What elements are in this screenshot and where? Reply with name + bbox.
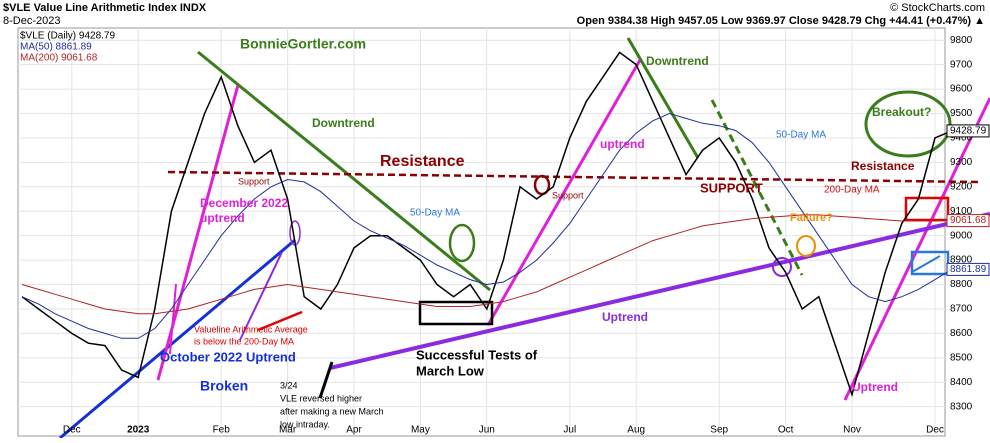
annotation: uptrend	[200, 211, 245, 225]
labels: 8300 8400 8500 8600 8700 8800 8900 9000 9100 9200…	[20, 31, 990, 436]
x-tick-label: Nov	[843, 425, 861, 436]
annotation: Successful Tests of	[416, 347, 538, 362]
annotation: SUPPORT	[700, 180, 763, 195]
annotation: Valueline Arithmetic Average	[194, 324, 308, 334]
plot-frame	[17, 27, 946, 437]
y-tick-label: 8800	[950, 279, 973, 290]
annotation: Breakout?	[872, 105, 931, 119]
trend-lines	[59, 37, 990, 440]
arrow	[239, 251, 283, 341]
annotation: is below the 200-Day MA	[194, 336, 294, 346]
legend-entry: $VLE (Daily) 9428.79	[20, 31, 115, 42]
y-tick-label: 8400	[950, 377, 973, 388]
arrow	[318, 361, 334, 399]
x-tick-label: May	[411, 425, 430, 436]
circle	[864, 90, 952, 158]
x-tick-label: 2023	[127, 425, 150, 436]
trend-line	[843, 97, 990, 401]
trend-line	[197, 50, 491, 292]
y-tick-label: 9700	[950, 59, 973, 70]
trend-line	[626, 37, 700, 159]
resistance-line	[167, 170, 981, 184]
chart-title: $VLE Value Line Arithmetic Index INDX	[3, 2, 207, 14]
y-tick-label: 8700	[950, 304, 973, 315]
y-tick-label: 8300	[950, 401, 973, 412]
arrow	[911, 255, 941, 273]
annotation: Uptrend	[852, 380, 898, 394]
legend-entry: MA(50) 8861.89	[20, 42, 92, 53]
end-tag	[946, 214, 990, 228]
end-label: 9428.79	[950, 126, 987, 137]
annotation: low intraday.	[280, 419, 330, 429]
x-tick-label: Jun	[479, 425, 495, 436]
trend-line	[486, 59, 642, 326]
box	[904, 196, 950, 222]
y-tick-label: 9400	[950, 133, 973, 144]
annotation: Resistance	[380, 153, 465, 170]
y-tick-label: 8600	[950, 328, 973, 339]
annotation: Uptrend	[602, 310, 648, 324]
x-tick-label: Aug	[627, 425, 645, 436]
series	[21, 51, 952, 398]
box	[418, 300, 494, 326]
x-tick-label: Feb	[213, 425, 231, 436]
end-label: 9061.68	[950, 215, 987, 226]
y-tick-label: 8500	[950, 352, 973, 363]
annotation: Support	[238, 176, 270, 186]
annotation: after making a new March	[280, 406, 384, 416]
y-tick-label: 9500	[950, 108, 973, 119]
arrow	[169, 283, 177, 355]
annotation: Broken	[200, 378, 248, 394]
annotation: March Low	[416, 363, 485, 378]
circle	[533, 174, 551, 196]
circle	[448, 223, 476, 263]
annotation: BonnieGortler.com	[240, 36, 366, 52]
annotation: Resistance	[851, 159, 915, 173]
annotation: 50-Day MA	[776, 130, 826, 141]
y-tick-label: 9300	[950, 157, 973, 168]
y-tick-label: 9200	[950, 181, 973, 192]
y-tick-label: 9800	[950, 35, 973, 46]
y-tick-label: 8900	[950, 255, 973, 266]
annotation: Support	[552, 190, 584, 200]
annotation: December 2022	[200, 196, 288, 210]
end-tag	[946, 124, 990, 138]
trend-line	[710, 99, 804, 276]
arrow	[257, 310, 303, 332]
x-tick-label: Dec	[926, 425, 944, 436]
circle	[772, 257, 792, 277]
y-tick-label: 9000	[950, 230, 973, 241]
x-tick-label: Dec	[63, 425, 81, 436]
x-tick-label: Jul	[563, 425, 576, 436]
annotation: October 2022 Uptrend	[160, 349, 296, 364]
series-line	[21, 112, 952, 339]
annotation: 200-Day MA	[824, 185, 880, 196]
trend-line	[59, 238, 296, 440]
end-tag	[946, 262, 990, 276]
annotation: Downtrend	[312, 116, 375, 130]
series-line	[21, 51, 952, 398]
series-line	[21, 214, 952, 315]
end-label: 8861.89	[950, 264, 987, 275]
x-tick-label: Sep	[710, 425, 728, 436]
annotation: Downtrend	[646, 54, 709, 68]
y-tick-label: 9100	[950, 206, 973, 217]
x-tick-label: Oct	[778, 425, 794, 436]
legend-entry: MA(200) 9061.68	[20, 53, 98, 64]
circle	[796, 235, 816, 257]
x-tick-label: Apr	[346, 425, 362, 436]
quote: Open 9384.38 High 9457.05 Low 9369.97 Cl…	[577, 15, 985, 27]
annotation: 3/24	[280, 380, 298, 390]
y-tick-label: 9600	[950, 84, 973, 95]
x-tick-label: Mar	[279, 425, 297, 436]
annotation: uptrend	[600, 137, 645, 151]
annotation: VLE reversed higher	[280, 393, 362, 403]
source: © StockCharts.com	[890, 2, 985, 14]
trend-line	[329, 212, 990, 370]
chart-date: 8-Dec-2023	[3, 15, 60, 27]
annotation: Failure?	[790, 212, 833, 224]
annotation: 50-Day MA	[410, 208, 460, 219]
